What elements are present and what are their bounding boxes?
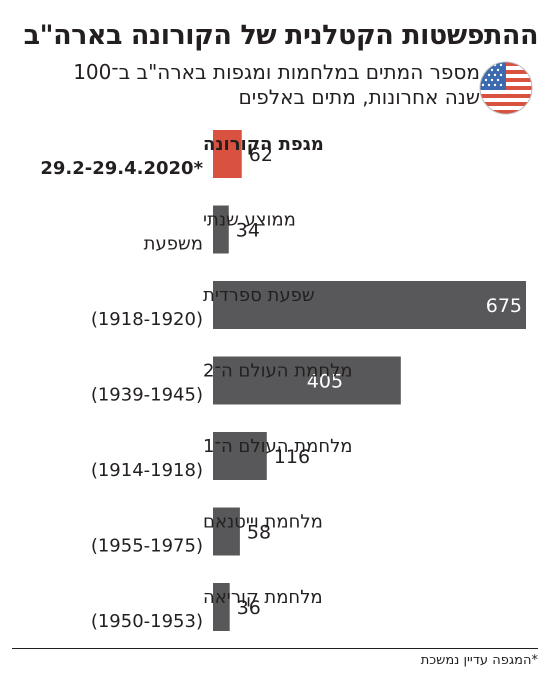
bar — [213, 205, 229, 254]
chart-title: ההתפשטות הקטלנית של הקורונה בארה"ב — [23, 20, 539, 51]
footnote: *המגפה עדיין נמשכת — [420, 653, 538, 668]
category-label: מגפת הקורונה — [203, 134, 324, 155]
category-label: מלחמת קוריאה — [203, 587, 323, 608]
bar-value-label: 675 — [486, 295, 522, 317]
bar — [213, 130, 242, 178]
bar-value-label: 36 — [237, 597, 261, 619]
category-period-label: (1914-1918) — [91, 460, 203, 481]
category-period-label: משפעת — [144, 234, 203, 255]
us-flag-icon — [479, 61, 533, 115]
bottom-divider — [12, 648, 538, 649]
bar-value-label: 62 — [249, 144, 273, 166]
bar-value-label: 116 — [274, 446, 310, 468]
category-period-label: (1939-1945) — [91, 385, 203, 406]
category-label: מלחמת העולם ה־2 — [203, 361, 353, 382]
chart-subtitle: מספר המתים במלחמות ומגפות בארה"ב ב־100 ש… — [73, 60, 480, 109]
category-label: מלחמת וייטנאם — [203, 512, 323, 533]
bar — [213, 583, 230, 631]
bar — [213, 281, 526, 329]
category-period-label: (1955-1975) — [91, 536, 203, 557]
category-period-label: (1918-1920) — [91, 309, 203, 330]
category-label: שפעת ספרדית — [203, 285, 315, 306]
bar-value-label: 34 — [236, 220, 260, 242]
bar — [213, 507, 240, 556]
category-period-label: 29.2-29.4.2020* — [40, 158, 203, 179]
category-label: מלחמת העולם ה־1 — [203, 436, 353, 457]
category-period-label: (1950-1953) — [91, 611, 203, 632]
bar — [213, 432, 267, 480]
bar-value-label: 58 — [247, 522, 271, 544]
bar — [213, 356, 401, 405]
bar-value-label: 405 — [307, 371, 343, 393]
category-label: ממוצע שנתי — [203, 210, 296, 231]
